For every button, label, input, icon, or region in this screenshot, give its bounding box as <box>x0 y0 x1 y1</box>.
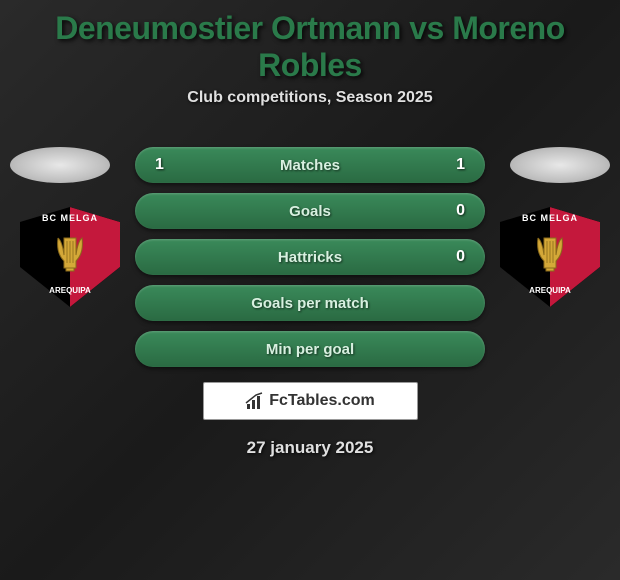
chart-icon <box>245 392 265 410</box>
stat-row-hattricks: Hattricks 0 <box>135 239 485 275</box>
stat-label: Min per goal <box>266 341 354 358</box>
stat-row-goals-per-match: Goals per match <box>135 285 485 321</box>
player-placeholder-right <box>510 147 610 183</box>
lyre-icon <box>50 233 90 273</box>
player-placeholder-left <box>10 147 110 183</box>
badge-text-top: BC MELGA <box>20 213 120 223</box>
stats-list: 1 Matches 1 Goals 0 Hattricks 0 Goals pe… <box>135 137 485 367</box>
stat-label: Goals per match <box>251 295 369 312</box>
club-badge-right: BC MELGA AREQUIPA <box>500 207 600 307</box>
badge-text-bottom: AREQUIPA <box>20 286 120 295</box>
badge-text-top: BC MELGA <box>500 213 600 223</box>
club-badge-left: BC MELGA AREQUIPA <box>20 207 120 307</box>
comparison-title: Deneumostier Ortmann vs Moreno Robles <box>0 0 620 89</box>
season-subtitle: Club competitions, Season 2025 <box>0 89 620 107</box>
stat-right-value: 0 <box>456 202 465 220</box>
stat-right-value: 0 <box>456 248 465 266</box>
stat-row-min-per-goal: Min per goal <box>135 331 485 367</box>
comparison-date: 27 january 2025 <box>0 438 620 458</box>
logo-text: FcTables.com <box>269 392 375 410</box>
stat-label: Hattricks <box>278 249 342 266</box>
stat-row-goals: Goals 0 <box>135 193 485 229</box>
fctables-logo[interactable]: FcTables.com <box>203 382 418 420</box>
stat-left-value: 1 <box>155 156 164 174</box>
badge-text-bottom: AREQUIPA <box>500 286 600 295</box>
content-area: BC MELGA AREQUIPA BC MELGA AREQUIPA <box>0 137 620 458</box>
stat-right-value: 1 <box>456 156 465 174</box>
stat-label: Goals <box>289 203 331 220</box>
stat-row-matches: 1 Matches 1 <box>135 147 485 183</box>
lyre-icon <box>530 233 570 273</box>
stat-label: Matches <box>280 157 340 174</box>
